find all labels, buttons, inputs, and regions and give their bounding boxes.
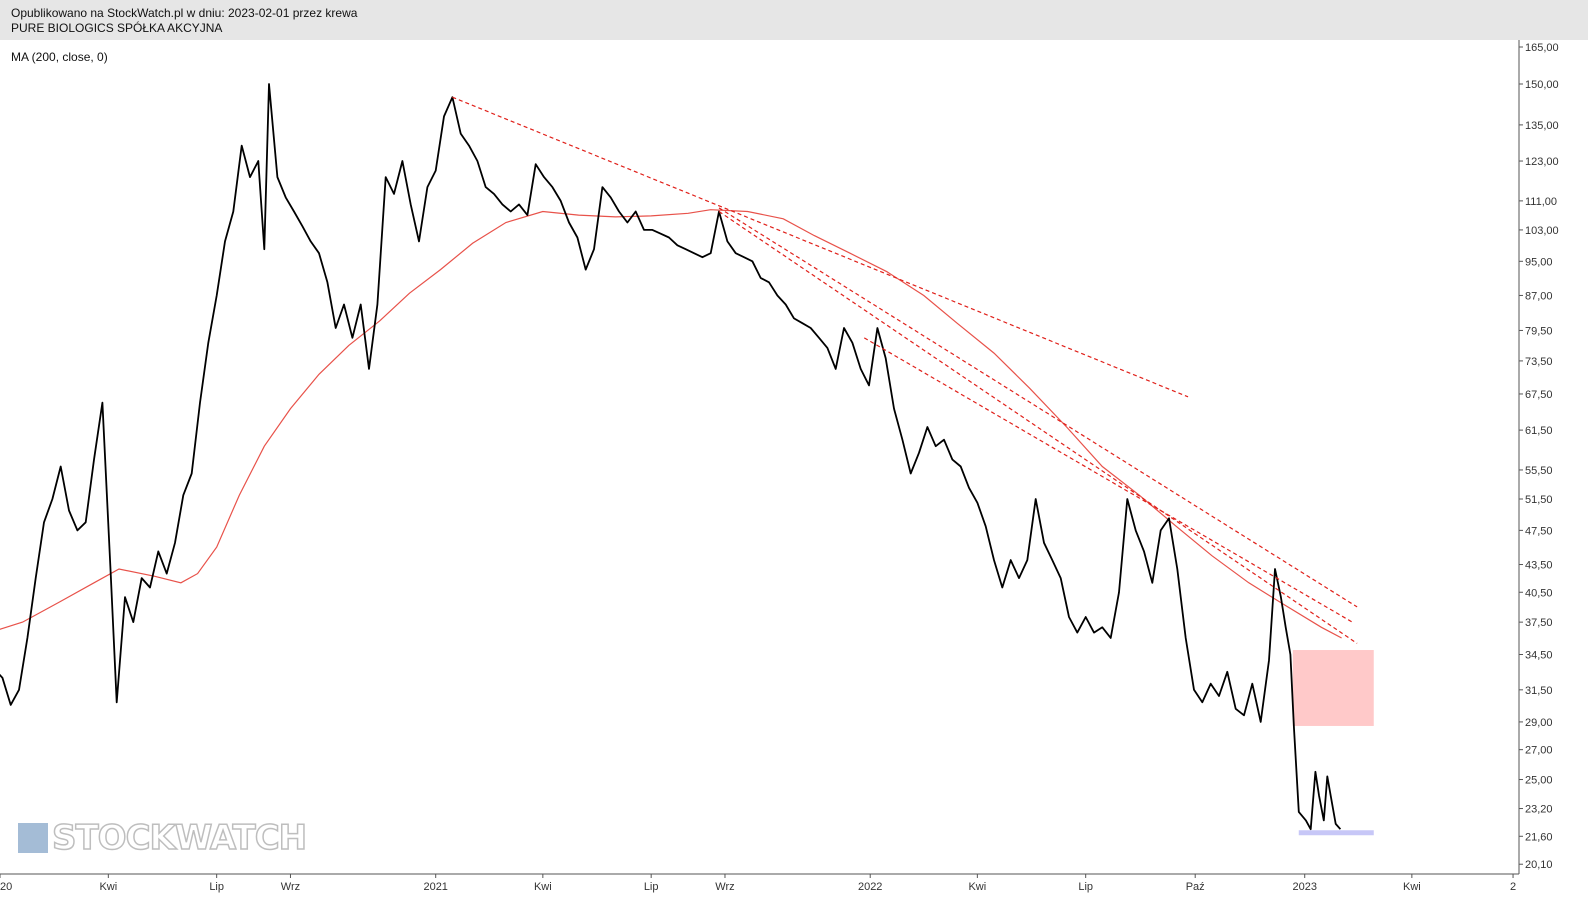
price-layer bbox=[0, 83, 1342, 831]
x-tick-label-8: 2022 bbox=[858, 881, 882, 893]
x-tick-label-0: 2020 bbox=[0, 881, 12, 893]
y-tick-label-21: 27,00 bbox=[1525, 745, 1553, 757]
axes-layer: 165,00 150,00 135,00 123,00 111,00 103,00 95,0… bbox=[0, 40, 1559, 893]
y-tick-label-12: 55,50 bbox=[1525, 465, 1553, 477]
x-tick-label-9: Kwi bbox=[968, 881, 986, 893]
y-tick-label-22: 25,00 bbox=[1525, 775, 1553, 787]
bar-chart-icon bbox=[18, 823, 48, 853]
zones-layer bbox=[1292, 650, 1374, 836]
x-tick-label-6: Lip bbox=[644, 881, 659, 893]
stockwatch-logo: STOCKWATCH bbox=[18, 817, 308, 859]
y-tick-label-7: 87,00 bbox=[1525, 290, 1553, 302]
y-tick-label-20: 29,00 bbox=[1525, 717, 1553, 729]
y-tick-label-2: 135,00 bbox=[1525, 120, 1559, 132]
y-tick-label-1: 150,00 bbox=[1525, 79, 1559, 91]
x-tick-label-12: 2023 bbox=[1292, 881, 1316, 893]
x-tick-label-7: Wrz bbox=[715, 881, 734, 893]
y-tick-label-24: 21,60 bbox=[1525, 831, 1553, 843]
x-tick-label-5: Kwi bbox=[534, 881, 552, 893]
x-tick-label-3: Wrz bbox=[281, 881, 300, 893]
y-tick-label-11: 61,50 bbox=[1525, 425, 1553, 437]
y-tick-label-8: 79,50 bbox=[1525, 325, 1553, 337]
y-tick-label-10: 67,50 bbox=[1525, 389, 1553, 401]
x-tick-label-1: Kwi bbox=[99, 881, 117, 893]
y-tick-label-16: 40,50 bbox=[1525, 587, 1553, 599]
y-tick-label-18: 34,50 bbox=[1525, 650, 1553, 662]
trendline-1 bbox=[718, 207, 1358, 608]
y-tick-label-4: 111,00 bbox=[1525, 196, 1557, 208]
watermark-text: STOCKWATCH bbox=[51, 817, 308, 859]
x-tick-label-14: 2 bbox=[1510, 881, 1516, 893]
trendline-0 bbox=[452, 96, 1189, 398]
ma-200-line bbox=[0, 209, 1342, 639]
x-tick-label-2: Lip bbox=[209, 881, 224, 893]
trendline-3 bbox=[863, 337, 1353, 623]
x-tick-label-11: Paź bbox=[1186, 881, 1205, 893]
y-tick-label-3: 123,00 bbox=[1525, 156, 1559, 168]
x-tick-label-4: 2021 bbox=[423, 881, 447, 893]
y-tick-label-9: 73,50 bbox=[1525, 356, 1553, 368]
y-tick-label-15: 43,50 bbox=[1525, 560, 1553, 572]
publication-info: Opublikowano na StockWatch.pl w dniu: 20… bbox=[11, 6, 358, 20]
y-tick-label-14: 47,50 bbox=[1525, 525, 1553, 537]
trendline-2 bbox=[718, 211, 1358, 644]
y-tick-label-5: 103,00 bbox=[1525, 225, 1559, 237]
resistance-zone-0 bbox=[1292, 650, 1374, 726]
price-line bbox=[0, 83, 1342, 831]
x-tick-label-13: Kwi bbox=[1403, 881, 1421, 893]
instrument-name: PURE BIOLOGICS SPÓŁKA AKCYJNA bbox=[11, 21, 223, 35]
y-tick-label-19: 31,50 bbox=[1525, 685, 1553, 697]
indicator-label: MA (200, close, 0) bbox=[11, 50, 108, 64]
ma-layer bbox=[0, 209, 1342, 639]
x-tick-label-10: Lip bbox=[1078, 881, 1093, 893]
y-tick-label-23: 23,20 bbox=[1525, 804, 1553, 816]
y-tick-label-25: 20,10 bbox=[1525, 859, 1553, 871]
chart-header: Opublikowano na StockWatch.pl w dniu: 20… bbox=[0, 0, 1588, 40]
trendlines-layer bbox=[452, 96, 1358, 644]
y-tick-label-6: 95,00 bbox=[1525, 256, 1553, 268]
y-tick-label-0: 165,00 bbox=[1525, 42, 1559, 54]
y-tick-label-17: 37,50 bbox=[1525, 617, 1553, 629]
y-tick-label-13: 51,50 bbox=[1525, 494, 1553, 506]
